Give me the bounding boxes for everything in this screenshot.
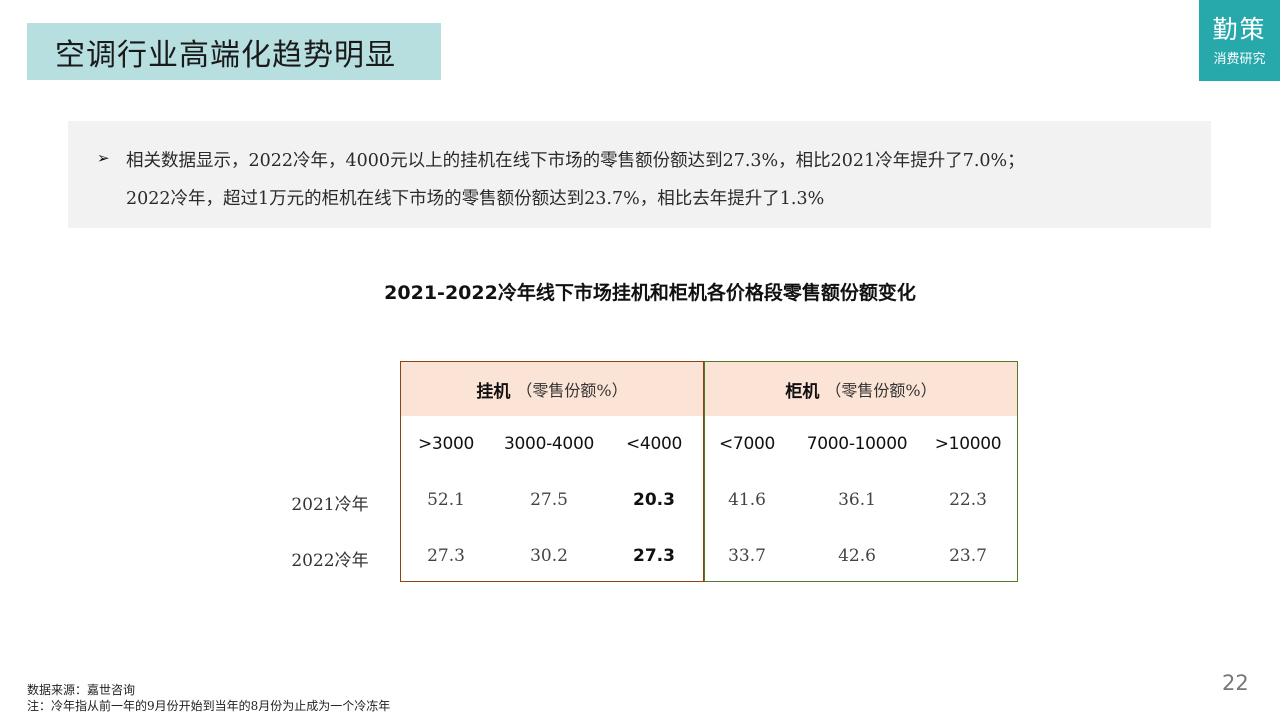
table-cell: 23.7	[949, 546, 987, 566]
column-header: 7000-10000	[806, 434, 908, 454]
logo-sub-text: 消费研究	[1213, 52, 1266, 67]
table-cell-highlight: 20.3	[633, 490, 675, 510]
footnote: 注：冷年指从前一年的9月份开始到当年的8月份为止成为一个冷冻年	[27, 699, 391, 713]
cabinet-unit-header-sub: （零售份额%）	[825, 381, 937, 400]
table-cell: 42.6	[838, 546, 876, 566]
logo-main-text: 勤策	[1212, 15, 1267, 44]
summary-line-1: 相关数据显示，2022冷年，4000元以上的挂机在线下市场的零售额份额达到27.…	[126, 151, 1025, 171]
table-cell: 22.3	[949, 490, 987, 510]
page-number: 22	[1222, 671, 1249, 695]
table-cell: 30.2	[530, 546, 568, 566]
column-header: 3000-4000	[504, 434, 594, 454]
title-banner: 空调行业高端化趋势明显	[27, 23, 441, 80]
column-header: >10000	[934, 434, 1002, 454]
row-label: 2022冷年	[291, 551, 369, 571]
table-cell: 27.5	[530, 490, 568, 510]
column-header: <4000	[625, 434, 682, 454]
summary-line-2: 2022冷年，超过1万元的柜机在线下市场的零售额份额达到23.7%，相比去年提升…	[126, 189, 825, 209]
column-header: >3000	[417, 434, 474, 454]
cabinet-unit-header-title: 柜机	[785, 381, 820, 402]
column-header: <7000	[718, 434, 775, 454]
row-label: 2021冷年	[291, 495, 369, 515]
chart-title: 2021-2022冷年线下市场挂机和柜机各价格段零售额份额变化	[384, 282, 916, 304]
table-cell: 41.6	[728, 490, 766, 510]
data-source: 数据来源：嘉世咨询	[27, 683, 136, 697]
table-cell: 36.1	[838, 490, 876, 510]
page-title: 空调行业高端化趋势明显	[55, 37, 396, 73]
wall-unit-header-sub: （零售份额%）	[516, 381, 628, 400]
table-cell: 52.1	[427, 490, 465, 510]
brand-logo: 勤策 消费研究	[1199, 0, 1280, 81]
cabinet-unit-table-box: 柜机 （零售份额%）	[704, 361, 1018, 582]
cabinet-unit-header: 柜机 （零售份额%）	[705, 362, 1017, 416]
table-cell: 27.3	[427, 546, 465, 566]
table-cell-highlight: 27.3	[633, 546, 675, 566]
wall-unit-header-title: 挂机	[476, 381, 511, 402]
table-cell: 33.7	[728, 546, 766, 566]
summary-box: ➢ 相关数据显示，2022冷年，4000元以上的挂机在线下市场的零售额份额达到2…	[68, 121, 1211, 228]
bullet-arrow-icon: ➢	[97, 149, 110, 167]
wall-unit-header: 挂机 （零售份额%）	[401, 362, 703, 416]
wall-unit-table-box: 挂机 （零售份额%）	[400, 361, 704, 582]
